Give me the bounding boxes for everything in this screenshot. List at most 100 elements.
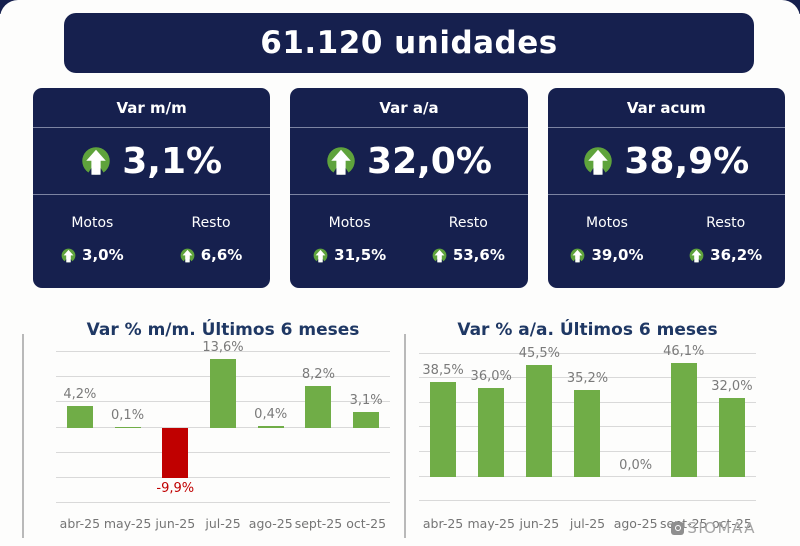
chart-column-may-25: 0,1% xyxy=(104,344,152,506)
up-arrow-icon xyxy=(180,248,195,263)
up-arrow-icon xyxy=(81,146,111,176)
x-axis-label: jun-25 xyxy=(155,515,196,531)
bar-value-label: 3,1% xyxy=(349,392,383,408)
bar-abr-25 xyxy=(66,406,93,428)
total-units-banner: 61.120 unidades xyxy=(64,13,754,73)
chart-var-aa: Var % a/a. Últimos 6 meses 38,5% 36,0% 45,… xyxy=(404,318,790,546)
x-axis-label: jul-25 xyxy=(205,515,241,531)
bar-value-label: 0,1% xyxy=(111,408,145,424)
kpi-sub-values: Motos 31,5% Resto 53,6% xyxy=(290,195,527,288)
motos-label: Motos xyxy=(585,215,628,231)
x-axis-label: sept-25 xyxy=(294,515,343,531)
chart-column-jun-25: -9,9% xyxy=(151,344,199,506)
chart-column-ago-25: 0,0% xyxy=(612,344,660,506)
chart-title: Var % m/m. Últimos 6 meses xyxy=(86,320,360,340)
kpi-motos-column: Motos 31,5% xyxy=(290,195,409,288)
chart-column-jul-25: 35,2% xyxy=(563,344,611,506)
resto-value: 53,6% xyxy=(452,246,505,264)
x-axis-label: abr-25 xyxy=(422,515,464,531)
bar-value-label: 0,4% xyxy=(254,406,288,422)
resto-value: 36,2% xyxy=(710,246,763,264)
bar-jun-25 xyxy=(162,427,189,478)
siomaa-logo-text: SIOMAA xyxy=(687,519,756,537)
bar-value-label: 36,0% xyxy=(470,369,512,385)
kpi-card-title: Var m/m xyxy=(33,88,271,128)
x-axis-label: oct-25 xyxy=(346,515,387,531)
resto-value-row: 36,2% xyxy=(689,246,762,264)
chart-title: Var % a/a. Últimos 6 meses xyxy=(457,320,718,340)
chart-column-abr-25: 38,5% xyxy=(419,344,467,506)
bar-sept-25 xyxy=(305,386,332,428)
up-arrow-icon xyxy=(326,146,356,176)
x-axis-label: ago-25 xyxy=(613,515,658,531)
resto-label: Resto xyxy=(706,215,746,231)
kpi-main-value-row: 3,1% xyxy=(33,128,271,195)
bar-value-label: 45,5% xyxy=(518,345,560,361)
up-arrow-icon xyxy=(61,248,76,263)
motos-value-row: 31,5% xyxy=(313,246,386,264)
kpi-card-var-aa: Var a/a 32,0% Motos 31,5% Resto xyxy=(290,88,528,288)
x-axis-label: oct-25 xyxy=(711,515,752,531)
chart-column-sept-25: 46,1% xyxy=(660,344,708,506)
bar-value-label: 8,2% xyxy=(301,367,335,383)
up-arrow-icon xyxy=(583,146,613,176)
kpi-card-title: Var acum xyxy=(547,88,785,128)
resto-label: Resto xyxy=(191,215,231,231)
chart-column-oct-25: 3,1% xyxy=(342,344,390,506)
up-arrow-icon xyxy=(313,248,328,263)
resto-value-row: 53,6% xyxy=(432,246,505,264)
charts-row: Var % m/m. Últimos 6 meses 4,2% 0,1% -9,9%… xyxy=(0,318,800,546)
bar-value-label: 4,2% xyxy=(63,387,97,403)
resto-label: Resto xyxy=(448,215,488,231)
chart-column-may-25: 36,0% xyxy=(467,344,515,506)
kpi-card-title: Var a/a xyxy=(290,88,528,128)
gridline xyxy=(56,451,390,453)
up-arrow-icon xyxy=(570,248,585,263)
motos-value: 31,5% xyxy=(334,246,387,264)
chart-column-sept-25: 8,2% xyxy=(295,344,343,506)
chart-column-oct-25: 32,0% xyxy=(708,344,756,506)
chart-plot-area: 38,5% 36,0% 45,5% 35,2% 0,0% 46,1% 32,0% xyxy=(419,344,756,506)
kpi-card-var-mm: Var m/m 3,1% Motos 3,0% Resto 6, xyxy=(33,88,271,288)
chart-column-abr-25: 4,2% xyxy=(56,344,104,506)
bar-value-label: -9,9% xyxy=(156,480,195,496)
chart-plot-area: 4,2% 0,1% -9,9% 13,6% 0,4% 8,2% 3,1% xyxy=(56,339,390,506)
chart-inner: Var % m/m. Últimos 6 meses 4,2% 0,1% -9,9%… xyxy=(56,318,390,540)
bar-value-label: 35,2% xyxy=(566,371,609,387)
bar-may-25 xyxy=(478,388,505,477)
resto-value-row: 6,6% xyxy=(180,246,243,264)
kpi-sub-values: Motos 39,0% Resto 36,2% xyxy=(548,195,785,288)
chart-inner: Var % a/a. Últimos 6 meses 38,5% 36,0% 45,… xyxy=(419,318,756,540)
bar-value-label: 0,0% xyxy=(619,457,653,473)
bar-abr-25 xyxy=(430,382,457,477)
kpi-main-value-row: 32,0% xyxy=(290,128,528,195)
bar-value-label: 46,1% xyxy=(663,344,705,360)
motos-label: Motos xyxy=(71,215,114,231)
kpi-resto-column: Resto 53,6% xyxy=(409,195,528,288)
siomaa-logo: SIOMAA xyxy=(671,519,756,537)
kpi-resto-column: Resto 36,2% xyxy=(666,195,785,288)
kpi-main-value: 38,9% xyxy=(624,140,750,182)
gridline xyxy=(419,377,756,379)
bar-jun-25 xyxy=(526,364,553,477)
gridline xyxy=(56,502,390,504)
x-axis-label: abr-25 xyxy=(59,515,101,531)
gridline xyxy=(56,350,390,352)
resto-value: 6,6% xyxy=(200,246,243,264)
bar-value-label: 38,5% xyxy=(422,363,464,379)
x-axis-label: jul-25 xyxy=(569,515,606,531)
motos-value: 39,0% xyxy=(591,246,644,264)
kpi-resto-column: Resto 6,6% xyxy=(152,195,271,288)
kpi-motos-column: Motos 39,0% xyxy=(548,195,667,288)
gridline xyxy=(419,500,756,502)
bar-value-label: 13,6% xyxy=(202,339,244,355)
kpi-card-var-acum: Var acum 38,9% Motos 39,0% Resto xyxy=(547,88,785,288)
x-axis-label: may-25 xyxy=(467,515,515,531)
motos-value-row: 3,0% xyxy=(61,246,124,264)
bar-sept-25 xyxy=(670,363,697,477)
motos-value-row: 39,0% xyxy=(570,246,644,264)
motos-value: 3,0% xyxy=(82,246,124,264)
chart-var-mm: Var % m/m. Últimos 6 meses 4,2% 0,1% -9,9%… xyxy=(22,318,400,546)
